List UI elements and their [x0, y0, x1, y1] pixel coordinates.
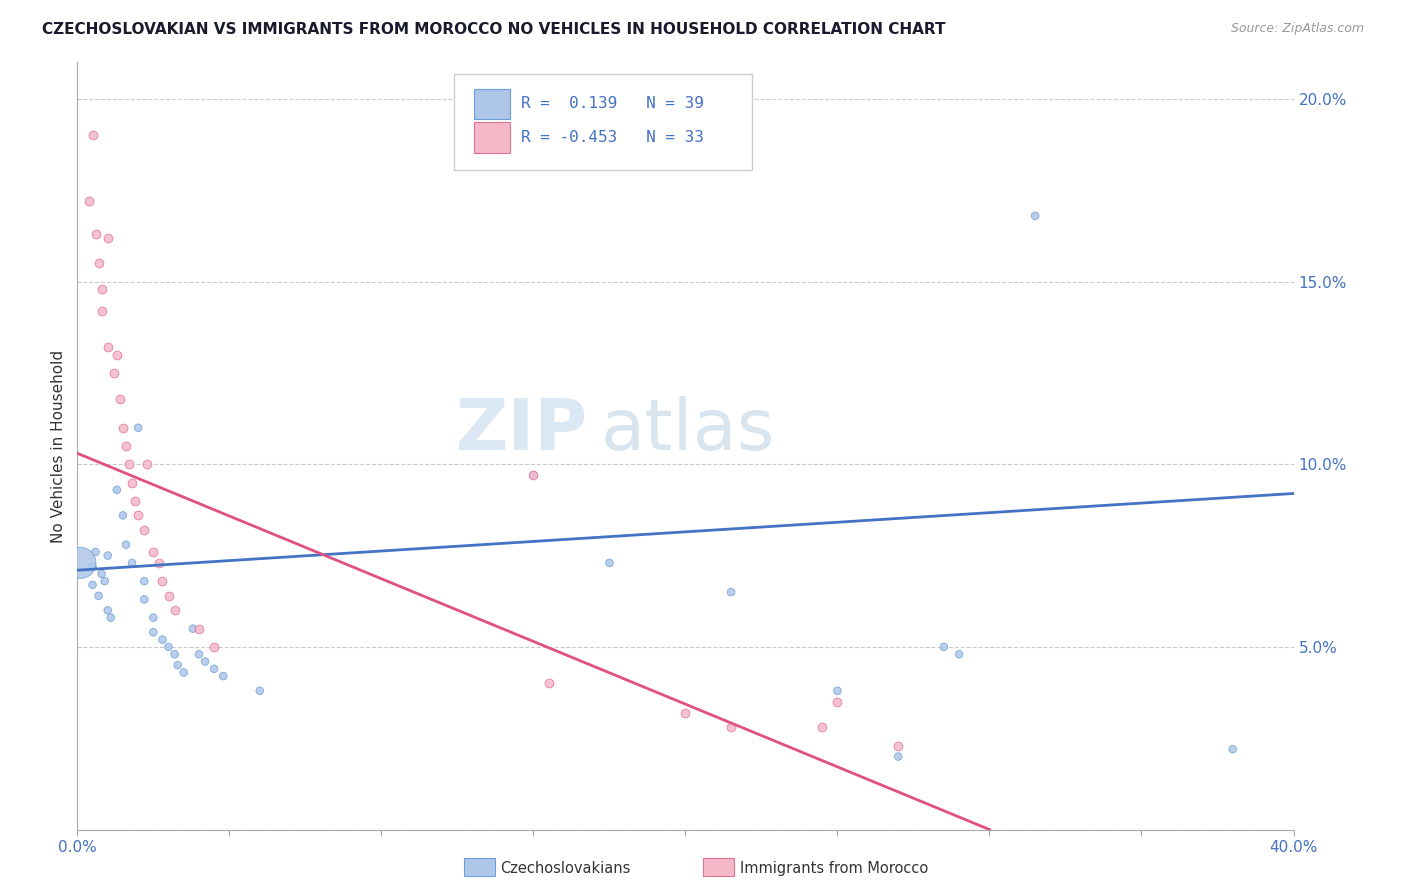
Point [111, 508, 134, 523]
Point [142, 625, 165, 640]
Point [1024, 209, 1046, 223]
Text: R = -0.453   N = 33: R = -0.453 N = 33 [522, 130, 704, 145]
Point [134, 592, 156, 607]
Text: atlas: atlas [600, 396, 775, 465]
Point [173, 665, 195, 680]
Point [827, 683, 849, 698]
Text: ZIP: ZIP [456, 396, 588, 465]
Point [887, 749, 910, 764]
Point [118, 457, 141, 471]
Point [202, 662, 225, 676]
Point [82, 128, 104, 143]
Point [188, 622, 211, 636]
Point [82, 559, 104, 574]
Point [69, 556, 91, 570]
Point [90, 303, 112, 318]
Point [212, 669, 235, 683]
Point [142, 545, 165, 559]
Point [111, 421, 134, 435]
Point [115, 439, 138, 453]
Point [1222, 742, 1244, 756]
Point [108, 392, 131, 406]
Point [79, 194, 101, 209]
Point [811, 720, 834, 734]
Point [90, 566, 112, 581]
Point [97, 340, 120, 354]
Point [121, 556, 143, 570]
Point [103, 366, 125, 380]
Point [127, 421, 149, 435]
Point [188, 647, 211, 661]
Text: Immigrants from Morocco: Immigrants from Morocco [740, 862, 928, 876]
Point [202, 640, 225, 654]
Point [720, 585, 742, 599]
Point [720, 720, 742, 734]
Text: R =  0.139   N = 39: R = 0.139 N = 39 [522, 96, 704, 112]
Point [136, 457, 159, 471]
Point [105, 348, 128, 362]
Text: Source: ZipAtlas.com: Source: ZipAtlas.com [1230, 22, 1364, 36]
Point [124, 493, 146, 508]
Point [97, 549, 120, 563]
Point [97, 231, 120, 245]
Point [87, 589, 110, 603]
Text: CZECHOSLOVAKIAN VS IMMIGRANTS FROM MOROCCO NO VEHICLES IN HOUSEHOLD CORRELATION : CZECHOSLOVAKIAN VS IMMIGRANTS FROM MOROC… [42, 22, 946, 37]
Point [152, 574, 174, 589]
Y-axis label: No Vehicles in Household: No Vehicles in Household [51, 350, 66, 542]
Point [194, 655, 217, 669]
Point [148, 556, 170, 570]
Point [152, 632, 174, 647]
Text: Czechoslovakians: Czechoslovakians [501, 862, 631, 876]
Point [115, 538, 138, 552]
Point [163, 603, 186, 617]
Point [163, 647, 186, 661]
Point [90, 282, 112, 296]
Point [887, 739, 910, 753]
Point [84, 227, 107, 241]
Point [522, 468, 544, 483]
Point [82, 578, 104, 592]
Point [537, 676, 560, 690]
Point [675, 706, 697, 720]
Point [134, 523, 156, 537]
Point [181, 622, 204, 636]
Point [97, 603, 120, 617]
Point [157, 589, 180, 603]
Point [93, 574, 115, 589]
Point [87, 256, 110, 270]
Point [522, 468, 544, 483]
Point [827, 695, 849, 709]
Point [932, 640, 955, 654]
Point [121, 475, 143, 490]
Point [157, 640, 180, 654]
Point [100, 610, 122, 624]
Point [84, 545, 107, 559]
FancyBboxPatch shape [454, 74, 752, 169]
Point [948, 647, 970, 661]
Point [127, 508, 149, 523]
Point [598, 556, 620, 570]
Point [166, 658, 188, 673]
FancyBboxPatch shape [474, 122, 510, 153]
FancyBboxPatch shape [474, 88, 510, 120]
Point [134, 574, 156, 589]
Point [142, 610, 165, 624]
Point [105, 483, 128, 497]
Point [249, 683, 271, 698]
